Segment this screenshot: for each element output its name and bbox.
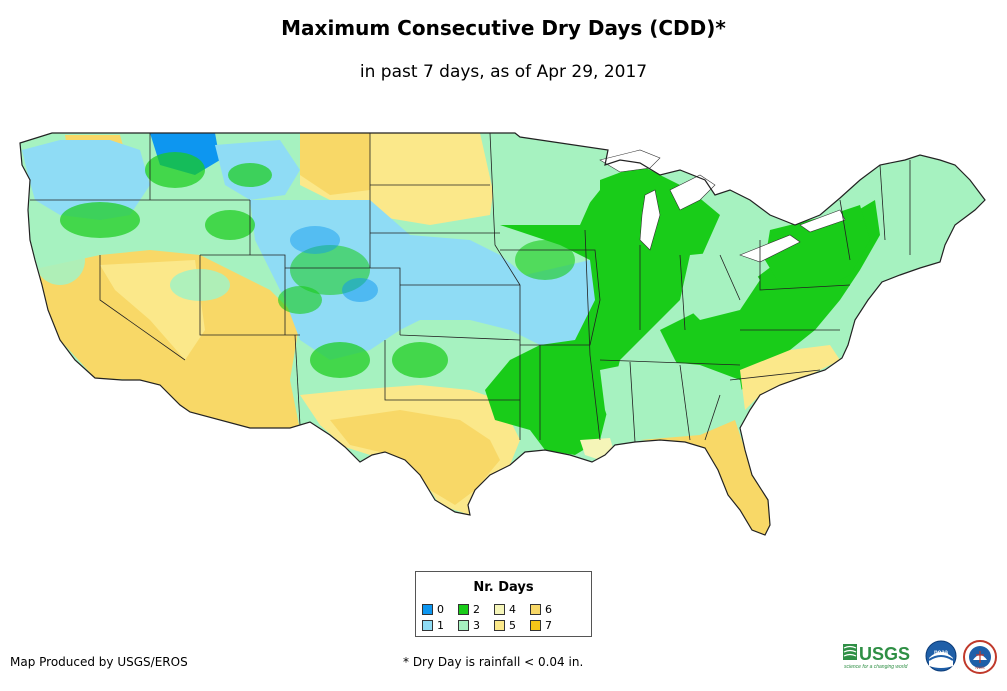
region-new-england-3-days <box>880 158 985 255</box>
region-ohio-valley-3-days <box>680 250 760 320</box>
region-central-1-day <box>250 200 600 360</box>
legend-item-3: 3 <box>458 620 480 632</box>
legend-label-5: 5 <box>509 619 516 632</box>
region-southeast-3-days <box>600 360 745 440</box>
usgs-logo: USGS science for a changing world <box>843 644 910 670</box>
region-montana-6-days <box>300 133 370 195</box>
credit-text: Map Produced by USGS/EROS <box>10 655 188 669</box>
legend-swatch-1 <box>422 620 433 631</box>
legend-title: Nr. Days <box>473 580 534 595</box>
legend-swatch-5 <box>494 620 505 631</box>
legend-label-2: 2 <box>473 603 480 616</box>
legend-label-0: 0 <box>437 603 444 616</box>
nws-text: NWS <box>975 665 985 670</box>
state-boundaries <box>30 132 911 443</box>
region-ny-pa-2-days <box>765 205 870 290</box>
region-texas-6-days <box>330 410 500 505</box>
legend-item-6: 6 <box>530 604 552 616</box>
legend-item-0: 0 <box>422 604 444 616</box>
legend-item-7: 7 <box>530 620 552 632</box>
legend-swatch-0 <box>422 604 433 615</box>
legend-item-1: 1 <box>422 620 444 632</box>
noaa-logo: noaa <box>925 640 957 672</box>
map-title: Maximum Consecutive Dry Days (CDD)* <box>281 16 726 40</box>
legend-label-1: 1 <box>437 619 444 632</box>
region-carolinas-5-days <box>740 345 840 410</box>
legend-swatch-7 <box>530 620 541 631</box>
footnote-text: * Dry Day is rainfall < 0.04 in. <box>403 655 584 669</box>
nws-logo: NWS <box>963 640 997 674</box>
legend-swatch-3 <box>458 620 469 631</box>
legend-label-6: 6 <box>545 603 552 616</box>
legend-swatch-4 <box>494 604 505 615</box>
region-minnesota-3-days <box>480 133 600 220</box>
legend-item-2: 2 <box>458 604 480 616</box>
usgs-tagline: science for a changing world <box>844 664 908 670</box>
legend-label-3: 3 <box>473 619 480 632</box>
region-mississippi-valley-2-days <box>485 165 720 455</box>
legend-swatch-2 <box>458 604 469 615</box>
region-southwest-6-days <box>30 250 300 430</box>
texture-patches <box>35 152 575 378</box>
legend-label-7: 7 <box>545 619 552 632</box>
usgs-text: USGS <box>859 644 910 664</box>
legend-item-4: 4 <box>494 604 516 616</box>
legend: Nr. Days 0 1 2 3 4 5 6 7 <box>415 571 592 637</box>
noaa-text: noaa <box>934 650 949 656</box>
legend-item-5: 5 <box>494 620 516 632</box>
legend-swatch-6 <box>530 604 541 615</box>
map-subtitle: in past 7 days, as of Apr 29, 2017 <box>359 62 648 82</box>
legend-label-4: 4 <box>509 603 516 616</box>
